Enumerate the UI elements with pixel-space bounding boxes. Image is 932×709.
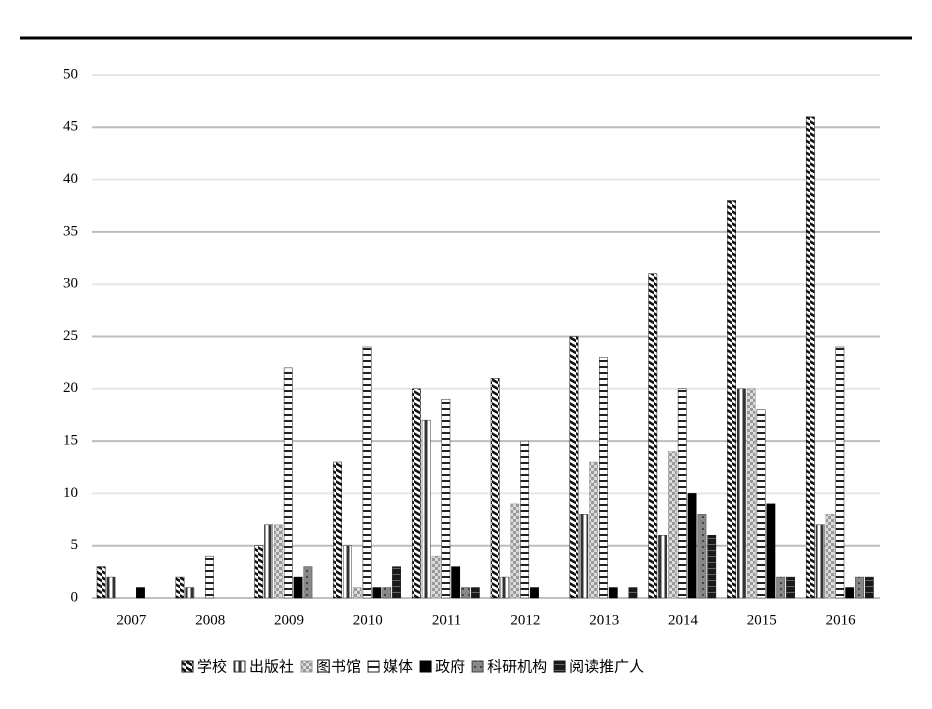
legend-swatch (300, 660, 313, 673)
bar (362, 346, 372, 599)
x-tick-label: 2011 (432, 612, 461, 628)
bar (274, 524, 283, 599)
x-tick-label: 2016 (826, 612, 857, 628)
bar (608, 587, 618, 599)
bar (431, 555, 441, 599)
x-tick-label: 2012 (510, 612, 540, 628)
y-tick-label: 30 (63, 276, 78, 292)
bar (855, 576, 864, 599)
bar (352, 587, 362, 599)
bar (628, 587, 638, 599)
bar (668, 451, 677, 599)
legend-swatch (181, 660, 194, 673)
y-tick-label: 10 (63, 485, 78, 501)
bar (372, 587, 382, 599)
bar (736, 388, 746, 599)
bar (530, 587, 539, 599)
bar (451, 566, 461, 599)
x-tick-label: 2009 (274, 612, 304, 628)
bar (510, 503, 520, 599)
y-tick-label: 15 (63, 433, 78, 449)
legend-label: 科研机构 (487, 658, 547, 676)
bar (461, 587, 470, 599)
legend: 学校 出版社 图书馆 媒体 政府 科研机构 阅读推广人 (181, 658, 644, 676)
bar (658, 534, 668, 599)
legend-swatch (367, 660, 380, 673)
legend-swatch (233, 660, 246, 673)
bar (746, 388, 756, 599)
legend-label: 媒体 (383, 658, 413, 676)
bar (599, 357, 608, 599)
bar (392, 566, 401, 599)
x-tick-label: 2010 (353, 612, 383, 628)
x-tick-label: 2013 (589, 612, 619, 628)
legend-label: 出版社 (249, 658, 294, 676)
bar (805, 116, 815, 599)
bar (175, 576, 185, 599)
bar (264, 524, 274, 599)
bar (776, 576, 786, 599)
bar (815, 524, 825, 599)
y-tick-label: 20 (63, 380, 78, 396)
x-tick-label: 2015 (747, 612, 777, 628)
bar (520, 440, 530, 599)
bar (96, 566, 106, 599)
legend-label: 政府 (435, 658, 465, 676)
bar (864, 576, 874, 599)
bar (697, 514, 707, 599)
bar (500, 576, 510, 599)
bar (677, 388, 687, 599)
bar (825, 514, 835, 599)
bar (579, 514, 589, 599)
bar (707, 534, 717, 599)
legend-label: 阅读推广人 (569, 658, 644, 676)
legend-label: 图书馆 (316, 658, 361, 676)
bar (205, 555, 214, 599)
bar (333, 461, 342, 599)
bar (185, 587, 195, 599)
y-tick-label: 40 (63, 171, 78, 187)
bar (411, 388, 421, 599)
bar (589, 461, 599, 599)
bar (756, 409, 766, 599)
legend-swatch (419, 660, 432, 673)
bar (283, 367, 293, 599)
y-tick-label: 5 (71, 537, 79, 553)
bar (382, 587, 392, 599)
x-tick-label: 2007 (116, 612, 147, 628)
legend-swatch (553, 660, 566, 673)
bar (254, 545, 264, 599)
bar (106, 576, 116, 599)
bar (490, 378, 500, 599)
bar (766, 503, 776, 599)
bar (727, 200, 736, 599)
bar (342, 545, 352, 599)
bar (293, 576, 303, 599)
bar (421, 419, 431, 599)
bar (441, 399, 451, 599)
y-tick-label: 45 (63, 119, 78, 135)
y-tick-label: 35 (63, 223, 78, 239)
x-tick-label: 2014 (668, 612, 699, 628)
x-tick-label: 2008 (195, 612, 225, 628)
bar (569, 336, 579, 599)
y-tick-label: 50 (63, 66, 78, 82)
legend-label: 学校 (197, 658, 227, 676)
y-tick-label: 0 (71, 589, 79, 605)
y-tick-label: 25 (63, 328, 78, 344)
legend-swatch (471, 660, 484, 673)
bar (835, 346, 845, 599)
bar (786, 576, 795, 599)
bar (470, 587, 480, 599)
bar (845, 587, 855, 599)
bar (648, 273, 658, 599)
bar (687, 493, 697, 599)
bar (303, 566, 313, 599)
bar (136, 587, 145, 599)
